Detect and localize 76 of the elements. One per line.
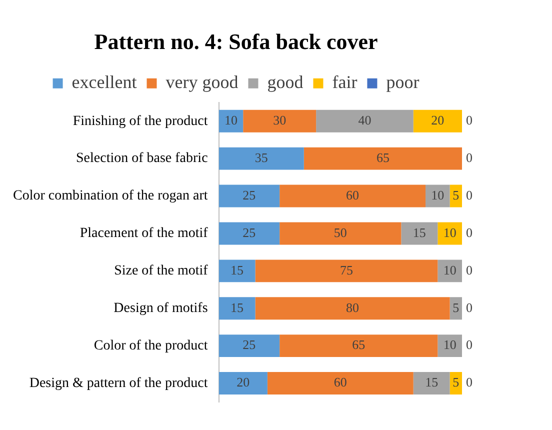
data-label: 0 <box>466 300 472 315</box>
data-label: 20 <box>236 374 250 390</box>
data-label: 5 <box>452 374 460 390</box>
bar <box>218 110 244 132</box>
bar <box>218 222 280 245</box>
data-label: 0 <box>466 337 472 352</box>
data-label: 80 <box>346 300 360 315</box>
data-label: 0 <box>466 187 472 202</box>
bar <box>450 372 462 395</box>
bar <box>255 260 438 282</box>
bar <box>218 372 268 395</box>
bar <box>267 372 414 395</box>
data-label: 25 <box>242 337 256 352</box>
legend-label: fair <box>332 72 358 92</box>
data-label: 10 <box>443 262 456 278</box>
data-label: 25 <box>242 187 256 202</box>
data-label: 15 <box>412 224 426 240</box>
data-label: 15 <box>230 262 244 278</box>
bar <box>413 372 450 395</box>
data-label: 75 <box>340 262 353 278</box>
bar <box>218 184 280 208</box>
bar <box>401 222 438 245</box>
data-label: 0 <box>466 224 472 240</box>
data-label: 65 <box>376 150 390 165</box>
data-label: 5 <box>452 300 460 315</box>
data-label: 10 <box>431 187 444 202</box>
bar <box>316 110 414 132</box>
bar <box>280 334 438 358</box>
y-tick-label: Design of motifs <box>114 301 208 316</box>
data-label: 60 <box>334 374 347 390</box>
y-tick-label: Selection of base fabric <box>76 151 208 166</box>
bar <box>413 110 462 132</box>
bar <box>450 184 462 208</box>
y-tick-label: Placement of the motif <box>80 226 208 242</box>
y-tick-label: Design & pattern of the product <box>29 376 208 391</box>
legend-label: very good <box>166 72 238 92</box>
bar <box>304 147 462 170</box>
data-label: 0 <box>466 150 472 165</box>
legend-label: poor <box>386 72 420 92</box>
bar <box>255 297 450 320</box>
y-tick-label: Color of the product <box>94 338 208 354</box>
bar <box>438 222 462 245</box>
bar <box>218 297 256 320</box>
data-label: 10 <box>224 112 238 128</box>
bar <box>280 184 426 208</box>
bar <box>438 334 462 358</box>
data-label: 0 <box>466 112 472 128</box>
data-label: 35 <box>254 150 268 165</box>
data-label: 60 <box>346 187 360 202</box>
data-label: 30 <box>273 112 286 128</box>
data-label: 0 <box>466 374 472 390</box>
data-label: 5 <box>452 187 460 202</box>
bar <box>450 297 462 320</box>
y-tick-label: Color combination of the rogan art <box>12 188 208 204</box>
data-label: 0 <box>466 262 472 278</box>
legend-label: good <box>267 72 304 92</box>
bar <box>243 110 316 132</box>
bar <box>218 334 280 358</box>
bar <box>426 184 450 208</box>
legend-label: excellent <box>72 72 137 92</box>
data-label: 65 <box>352 337 366 352</box>
data-label: 40 <box>358 112 372 128</box>
y-tick-label: Finishing of the product <box>72 114 208 129</box>
data-label: 15 <box>425 374 438 390</box>
data-label: 15 <box>230 300 244 315</box>
bar <box>218 147 304 170</box>
data-label: 25 <box>242 224 256 240</box>
data-label: 50 <box>334 224 347 240</box>
data-label: 10 <box>443 337 456 352</box>
data-label: 10 <box>443 224 456 240</box>
data-label: 20 <box>431 112 444 128</box>
bar <box>280 222 402 245</box>
y-tick-label: Size of the motif <box>114 264 208 279</box>
bar <box>438 260 462 282</box>
bar <box>218 260 256 282</box>
chart-title: Pattern no. 4: Sofa back cover <box>94 28 378 54</box>
